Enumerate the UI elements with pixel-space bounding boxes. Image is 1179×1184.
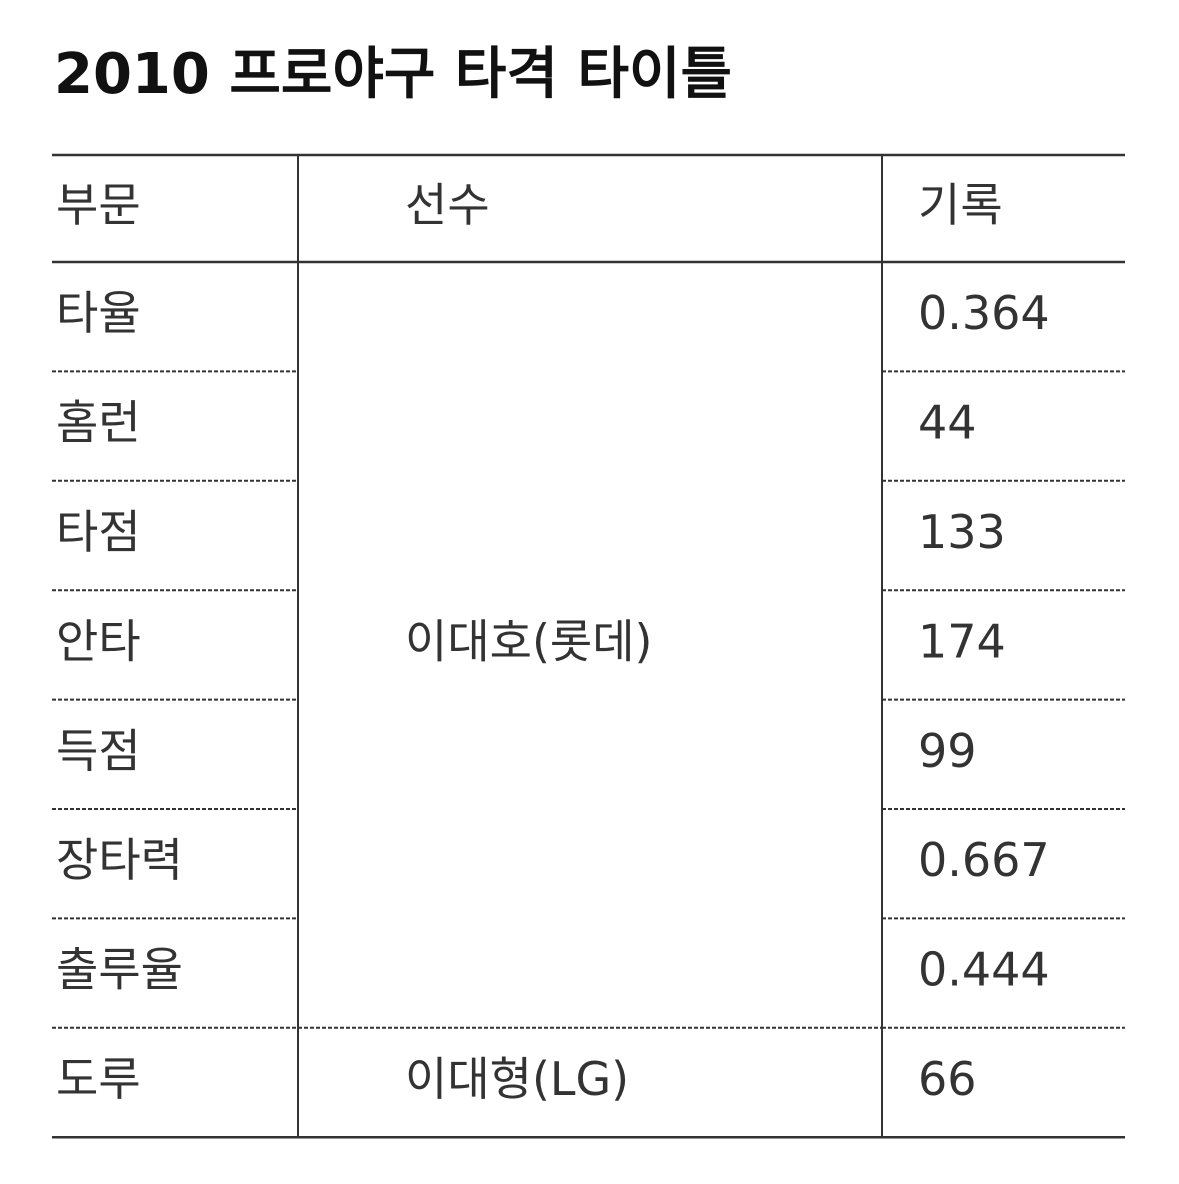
player-cell: 이대형(LG) <box>405 1052 629 1106</box>
category-cell: 도루 <box>56 1052 141 1106</box>
category-cell: 출루율 <box>56 943 183 997</box>
category-cell: 장타력 <box>56 833 183 887</box>
player-cell: 이대호(롯데) <box>405 614 653 668</box>
record-cell: 0.444 <box>918 943 1050 997</box>
record-cell: 66 <box>918 1052 977 1106</box>
record-cell: 0.364 <box>918 286 1050 340</box>
category-cell: 타율 <box>56 286 141 340</box>
header-cell: 부문 <box>56 178 141 232</box>
category-cell: 득점 <box>56 724 141 778</box>
record-cell: 44 <box>918 396 977 450</box>
record-cell: 133 <box>918 505 1006 559</box>
category-cell: 타점 <box>56 505 141 559</box>
header-cell: 선수 <box>405 178 490 232</box>
category-cell: 안타 <box>56 614 141 668</box>
record-cell: 174 <box>918 614 1006 668</box>
record-cell: 99 <box>918 724 977 778</box>
title: 2010 프로야구 타격 타이틀 <box>54 42 732 107</box>
category-cell: 홈런 <box>56 396 141 450</box>
record-cell: 0.667 <box>918 833 1050 887</box>
header-cell: 기록 <box>918 178 1003 232</box>
